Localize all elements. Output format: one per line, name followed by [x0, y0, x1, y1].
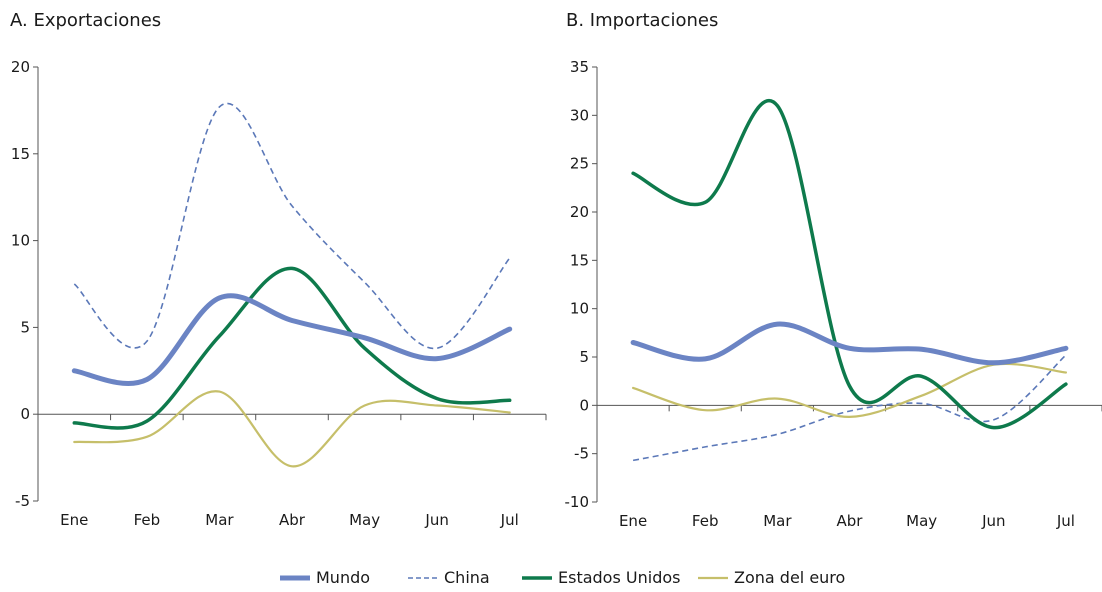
- y-tick-label: 35: [570, 58, 589, 76]
- legend-swatch: [522, 572, 552, 584]
- panel-b-series-estados-unidos-line: [633, 101, 1066, 428]
- y-tick-label: 10: [570, 300, 589, 318]
- panel-a-series-china-line: [74, 103, 509, 348]
- x-tick-label: May: [349, 511, 380, 529]
- x-tick-label: Ene: [619, 512, 647, 530]
- y-tick-label: 20: [11, 58, 30, 76]
- legend-label: Estados Unidos: [558, 568, 680, 587]
- legend-swatch: [280, 572, 310, 584]
- x-tick-label: Abr: [279, 511, 306, 529]
- y-tick-label: -10: [565, 493, 590, 511]
- panel-a-series-mundo-line: [74, 296, 509, 384]
- legend-item-china: China: [408, 568, 490, 587]
- y-tick-label: 30: [570, 106, 589, 124]
- panel-a-series-estados-unidos-line: [74, 268, 509, 428]
- panel-b-series-mundo-line: [633, 324, 1066, 363]
- y-tick-label: 15: [11, 145, 30, 163]
- y-tick-label: -5: [15, 492, 30, 510]
- x-tick-label: Jun: [981, 512, 1005, 530]
- panel-b-series-zona-del-euro-line: [633, 364, 1066, 417]
- x-tick-label: Abr: [837, 512, 864, 530]
- y-tick-label: 5: [20, 318, 30, 336]
- legend-item-mundo: Mundo: [280, 568, 370, 587]
- legend-swatch: [408, 572, 438, 584]
- y-tick-label: 0: [579, 396, 589, 414]
- panel-a-series-zona-del-euro-line: [74, 391, 509, 466]
- legend-label: Mundo: [316, 568, 370, 587]
- y-tick-label: 10: [11, 232, 30, 250]
- y-tick-label: 25: [570, 155, 589, 173]
- y-tick-label: 15: [570, 251, 589, 269]
- y-tick-label: -5: [574, 445, 589, 463]
- panel-b-series-china-line: [633, 355, 1066, 460]
- x-tick-label: Mar: [763, 512, 792, 530]
- y-tick-label: 20: [570, 203, 589, 221]
- x-tick-label: May: [906, 512, 937, 530]
- x-tick-label: Jul: [500, 511, 519, 529]
- panel-a-plot: -5 0 5 10 15 20 Ene Feb Mar Abr May Jun Jul: [11, 58, 546, 529]
- legend: Mundo China Estados Unidos Zona del euro: [0, 568, 1102, 592]
- x-tick-label: Jul: [1056, 512, 1075, 530]
- x-tick-label: Jun: [424, 511, 448, 529]
- x-tick-label: Mar: [205, 511, 234, 529]
- x-tick-label: Feb: [134, 511, 161, 529]
- x-tick-label: Feb: [692, 512, 719, 530]
- panel-b-plot: -10 -5 0 5 10 15 20 25 30 35 Ene Feb Mar Abr May Jun Jul: [565, 58, 1102, 530]
- legend-swatch: [698, 572, 728, 584]
- y-tick-label: 0: [20, 405, 30, 423]
- legend-label: China: [444, 568, 490, 587]
- y-tick-label: 5: [579, 348, 589, 366]
- legend-item-estados-unidos: Estados Unidos: [522, 568, 680, 587]
- legend-label: Zona del euro: [734, 568, 845, 587]
- x-tick-label: Ene: [60, 511, 88, 529]
- legend-item-zona-del-euro: Zona del euro: [698, 568, 845, 587]
